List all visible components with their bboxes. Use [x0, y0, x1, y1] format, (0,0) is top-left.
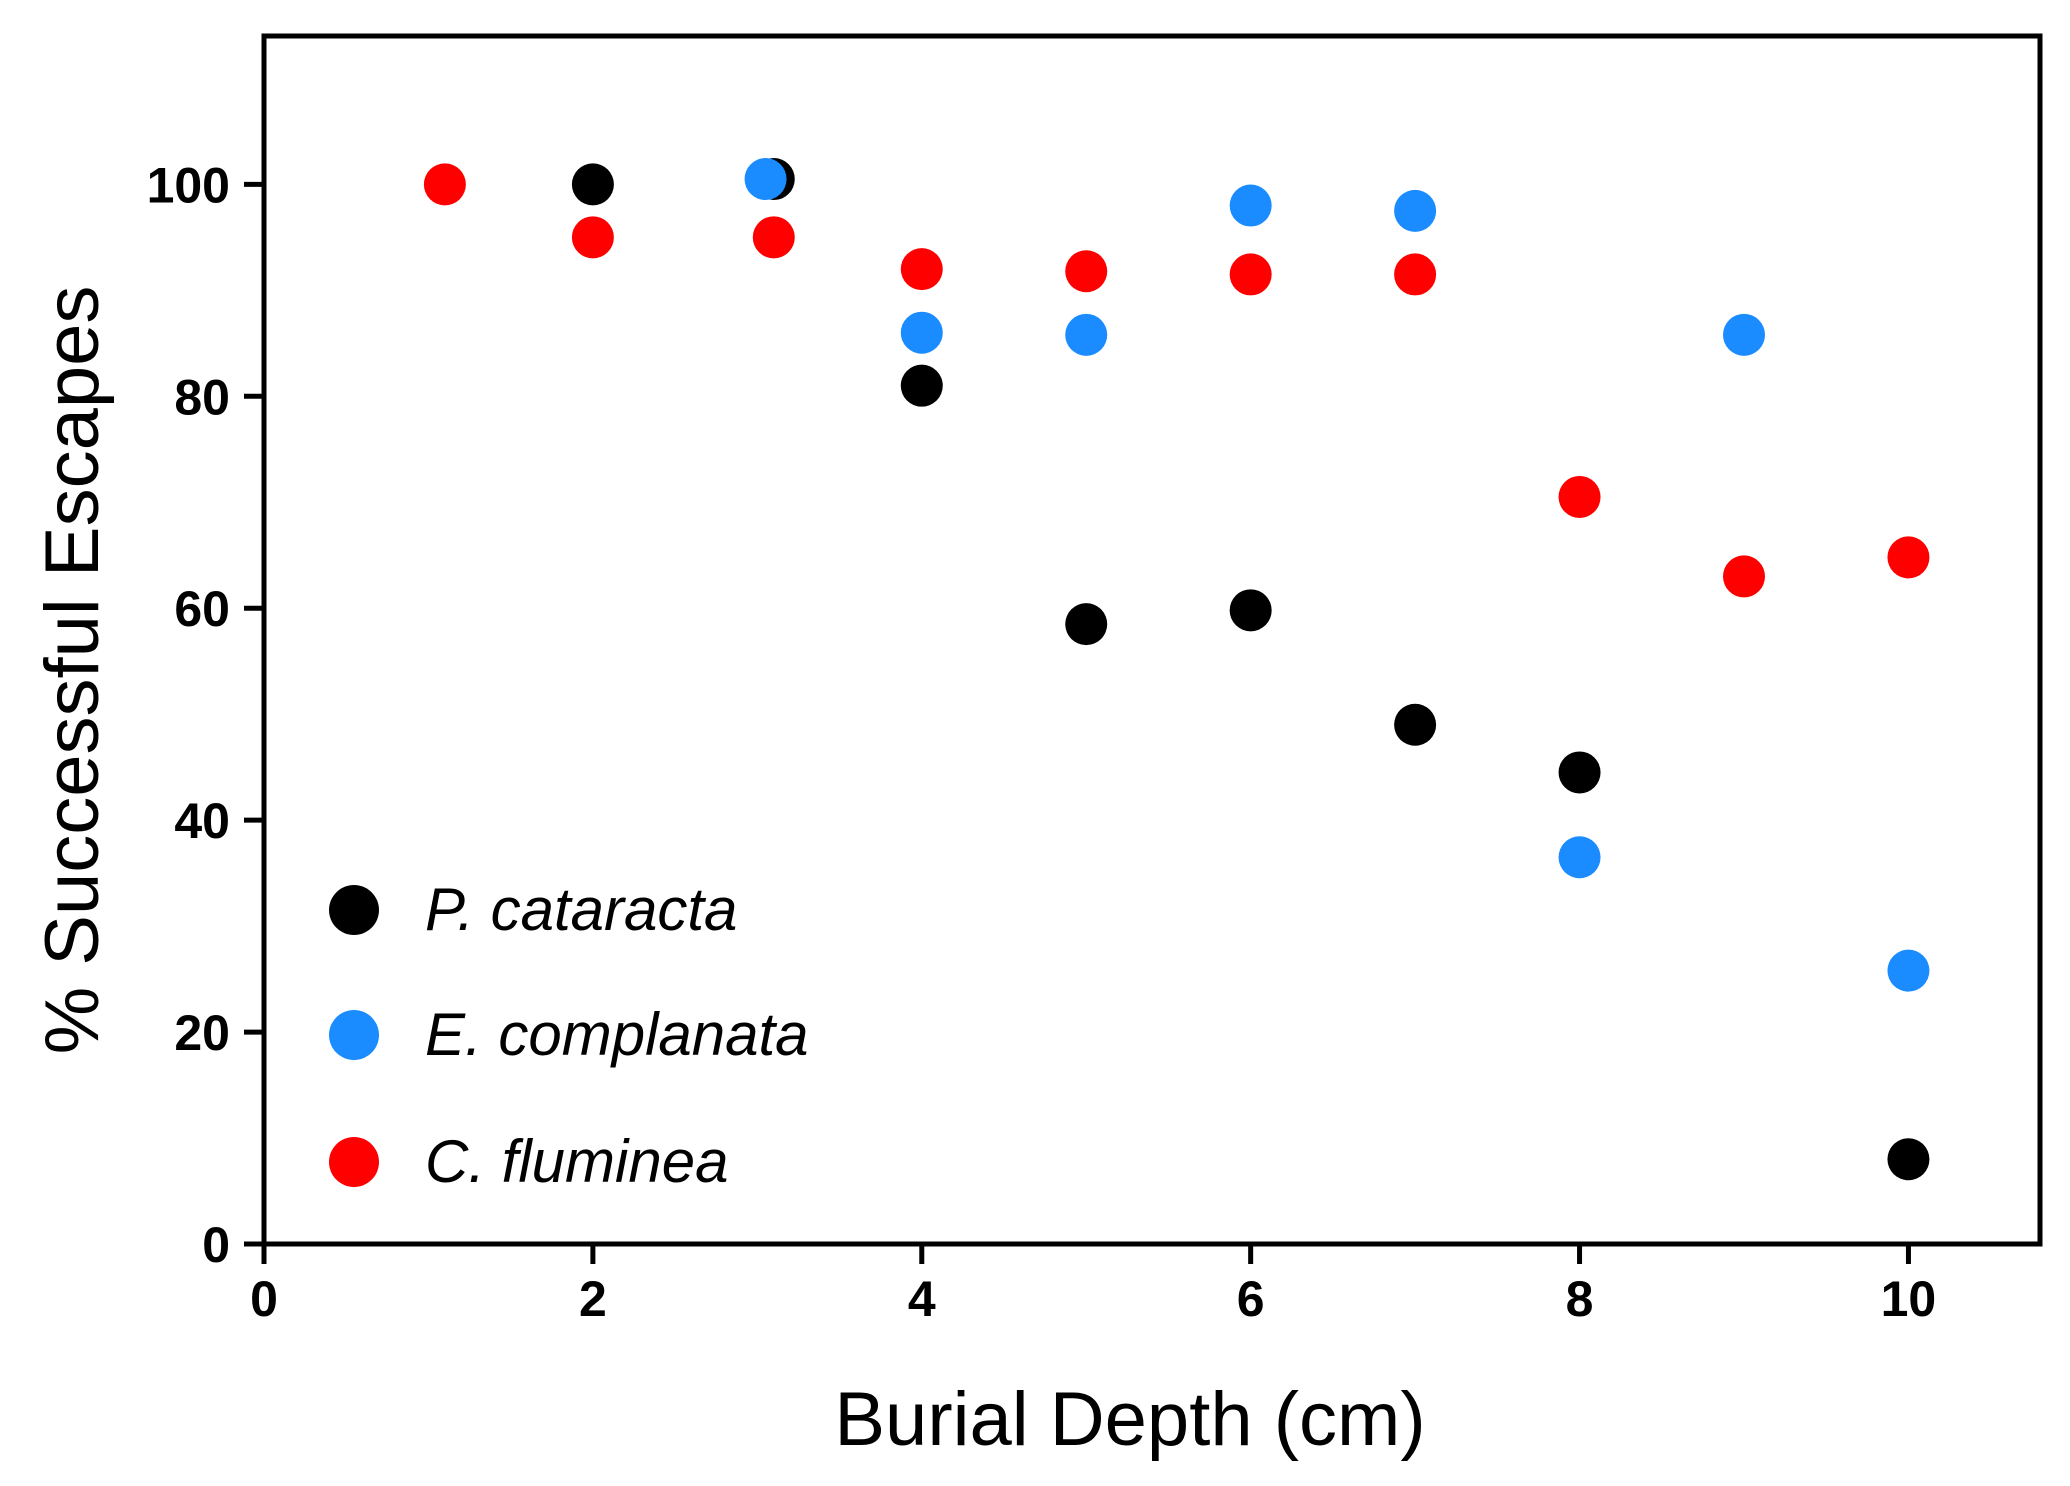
point-c-fluminea: [1065, 250, 1108, 293]
point-c-fluminea: [423, 163, 466, 206]
point-e-complanata: [1394, 189, 1437, 232]
point-p-cataracta: [1558, 751, 1601, 794]
x-tick-label: 6: [1237, 1271, 1265, 1327]
y-tick-label: 0: [202, 1217, 230, 1273]
x-tick-label: 8: [1566, 1271, 1594, 1327]
point-p-cataracta: [1394, 703, 1437, 746]
y-axis-title: % Successful Escapes: [30, 286, 115, 1055]
x-axis: 0 2 4 6 8 10: [250, 1244, 1936, 1327]
x-tick-label: 10: [1881, 1271, 1937, 1327]
point-p-cataracta: [1065, 603, 1108, 646]
point-c-fluminea: [571, 216, 614, 259]
x-axis-title: Burial Depth (cm): [834, 1377, 1425, 1462]
legend-marker: [329, 1010, 379, 1060]
x-tick-label: 0: [250, 1271, 278, 1327]
point-c-fluminea: [1723, 555, 1765, 598]
x-tick-label: 4: [908, 1271, 936, 1327]
point-p-cataracta: [1229, 589, 1272, 632]
point-c-fluminea: [1229, 253, 1272, 296]
legend: P. cataracta E. complanata C. fluminea: [329, 876, 809, 1195]
point-p-cataracta: [1887, 1138, 1930, 1181]
point-c-fluminea: [900, 248, 943, 291]
y-axis: 0 20 40 60 80 100: [147, 157, 264, 1273]
point-c-fluminea: [1887, 536, 1930, 579]
y-tick-label: 40: [174, 793, 230, 849]
legend-marker: [329, 1137, 379, 1187]
point-c-fluminea: [752, 216, 795, 259]
point-e-complanata: [1558, 836, 1601, 879]
point-p-cataracta: [571, 163, 614, 206]
legend-label: P. cataracta: [425, 876, 737, 943]
legend-label: E. complanata: [425, 1001, 809, 1068]
point-e-complanata: [1723, 313, 1765, 356]
point-c-fluminea: [1558, 475, 1601, 518]
point-e-complanata: [1887, 949, 1930, 992]
plot-frame: [261, 33, 2043, 1247]
point-e-complanata: [1065, 313, 1108, 356]
legend-label: C. fluminea: [425, 1128, 728, 1195]
y-tick-label: 100: [147, 157, 230, 213]
point-e-complanata: [1229, 184, 1272, 227]
legend-marker: [329, 885, 379, 935]
point-c-fluminea: [1394, 253, 1437, 296]
point-e-complanata: [900, 311, 943, 354]
x-tick-label: 2: [579, 1271, 607, 1327]
point-e-complanata: [744, 158, 787, 201]
y-tick-label: 20: [174, 1005, 230, 1061]
y-tick-label: 60: [174, 581, 230, 637]
data-points: [423, 158, 1930, 1181]
y-tick-label: 80: [174, 369, 230, 425]
point-p-cataracta: [900, 364, 943, 407]
